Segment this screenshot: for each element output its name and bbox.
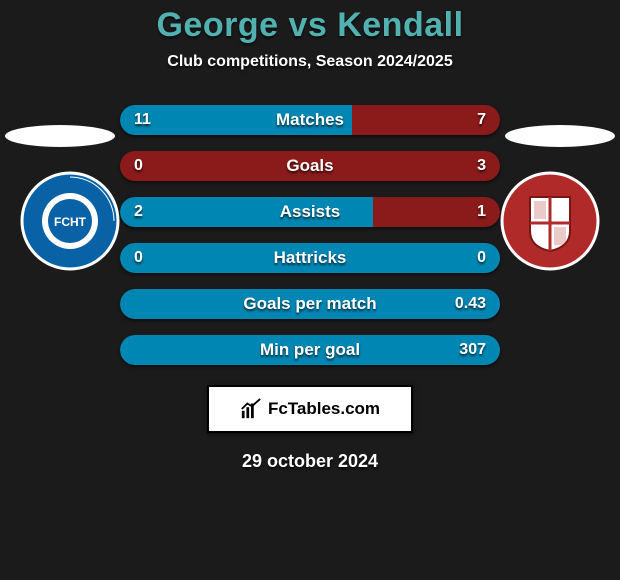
credit-text: FcTables.com	[268, 399, 380, 419]
bar-track	[120, 243, 500, 273]
left-player-ellipse	[5, 125, 115, 147]
stat-row: 0Goals3	[120, 151, 500, 181]
bar-track	[120, 197, 500, 227]
bar-track	[120, 289, 500, 319]
chart-icon	[240, 398, 262, 420]
credit-badge: FcTables.com	[207, 385, 413, 433]
stat-row: 2Assists1	[120, 197, 500, 227]
bar-track	[120, 151, 500, 181]
bar-left	[120, 243, 500, 273]
comparison-card: George vs Kendall Club competitions, Sea…	[0, 0, 620, 580]
stat-row: 11Matches7	[120, 105, 500, 135]
bar-left	[120, 289, 500, 319]
bar-left	[120, 105, 352, 135]
subtitle: Club competitions, Season 2024/2025	[167, 53, 452, 71]
footer-date: 29 october 2024	[242, 451, 378, 472]
bar-right	[120, 151, 500, 181]
woking-crest-icon	[500, 171, 600, 271]
page-title: George vs Kendall	[156, 6, 463, 45]
bar-right	[373, 197, 500, 227]
bar-track	[120, 105, 500, 135]
left-club-crest: FCHT	[20, 180, 120, 262]
bar-right	[352, 105, 500, 135]
bar-left	[120, 335, 500, 365]
bar-track	[120, 335, 500, 365]
stats-list: 11Matches7 0Goals3 2Assists1 0Hattricks0 Goa…	[120, 105, 500, 365]
svg-text:FCHT: FCHT	[54, 215, 87, 229]
halifax-crest-icon: FCHT	[20, 171, 120, 271]
stat-row: Goals per match0.43	[120, 289, 500, 319]
stat-row: Min per goal307	[120, 335, 500, 365]
bar-left	[120, 197, 373, 227]
stat-row: 0Hattricks0	[120, 243, 500, 273]
right-club-crest	[500, 180, 600, 262]
right-player-ellipse	[505, 125, 615, 147]
